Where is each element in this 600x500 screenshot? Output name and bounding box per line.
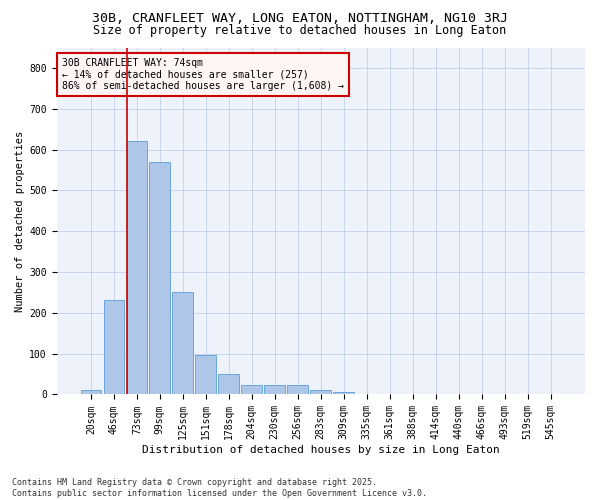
Bar xyxy=(218,374,239,394)
X-axis label: Distribution of detached houses by size in Long Eaton: Distribution of detached houses by size … xyxy=(142,445,500,455)
Bar xyxy=(310,390,331,394)
Bar xyxy=(265,386,285,394)
Text: Contains HM Land Registry data © Crown copyright and database right 2025.
Contai: Contains HM Land Registry data © Crown c… xyxy=(12,478,427,498)
Text: Size of property relative to detached houses in Long Eaton: Size of property relative to detached ho… xyxy=(94,24,506,37)
Text: 30B CRANFLEET WAY: 74sqm
← 14% of detached houses are smaller (257)
86% of semi-: 30B CRANFLEET WAY: 74sqm ← 14% of detach… xyxy=(62,58,344,91)
Bar xyxy=(127,142,147,394)
Bar xyxy=(172,292,193,394)
Bar xyxy=(149,162,170,394)
Bar xyxy=(334,392,354,394)
Bar xyxy=(196,355,216,395)
Y-axis label: Number of detached properties: Number of detached properties xyxy=(15,130,25,312)
Bar xyxy=(241,386,262,394)
Bar xyxy=(287,384,308,394)
Text: 30B, CRANFLEET WAY, LONG EATON, NOTTINGHAM, NG10 3RJ: 30B, CRANFLEET WAY, LONG EATON, NOTTINGH… xyxy=(92,12,508,26)
Bar xyxy=(104,300,124,394)
Bar xyxy=(80,390,101,394)
